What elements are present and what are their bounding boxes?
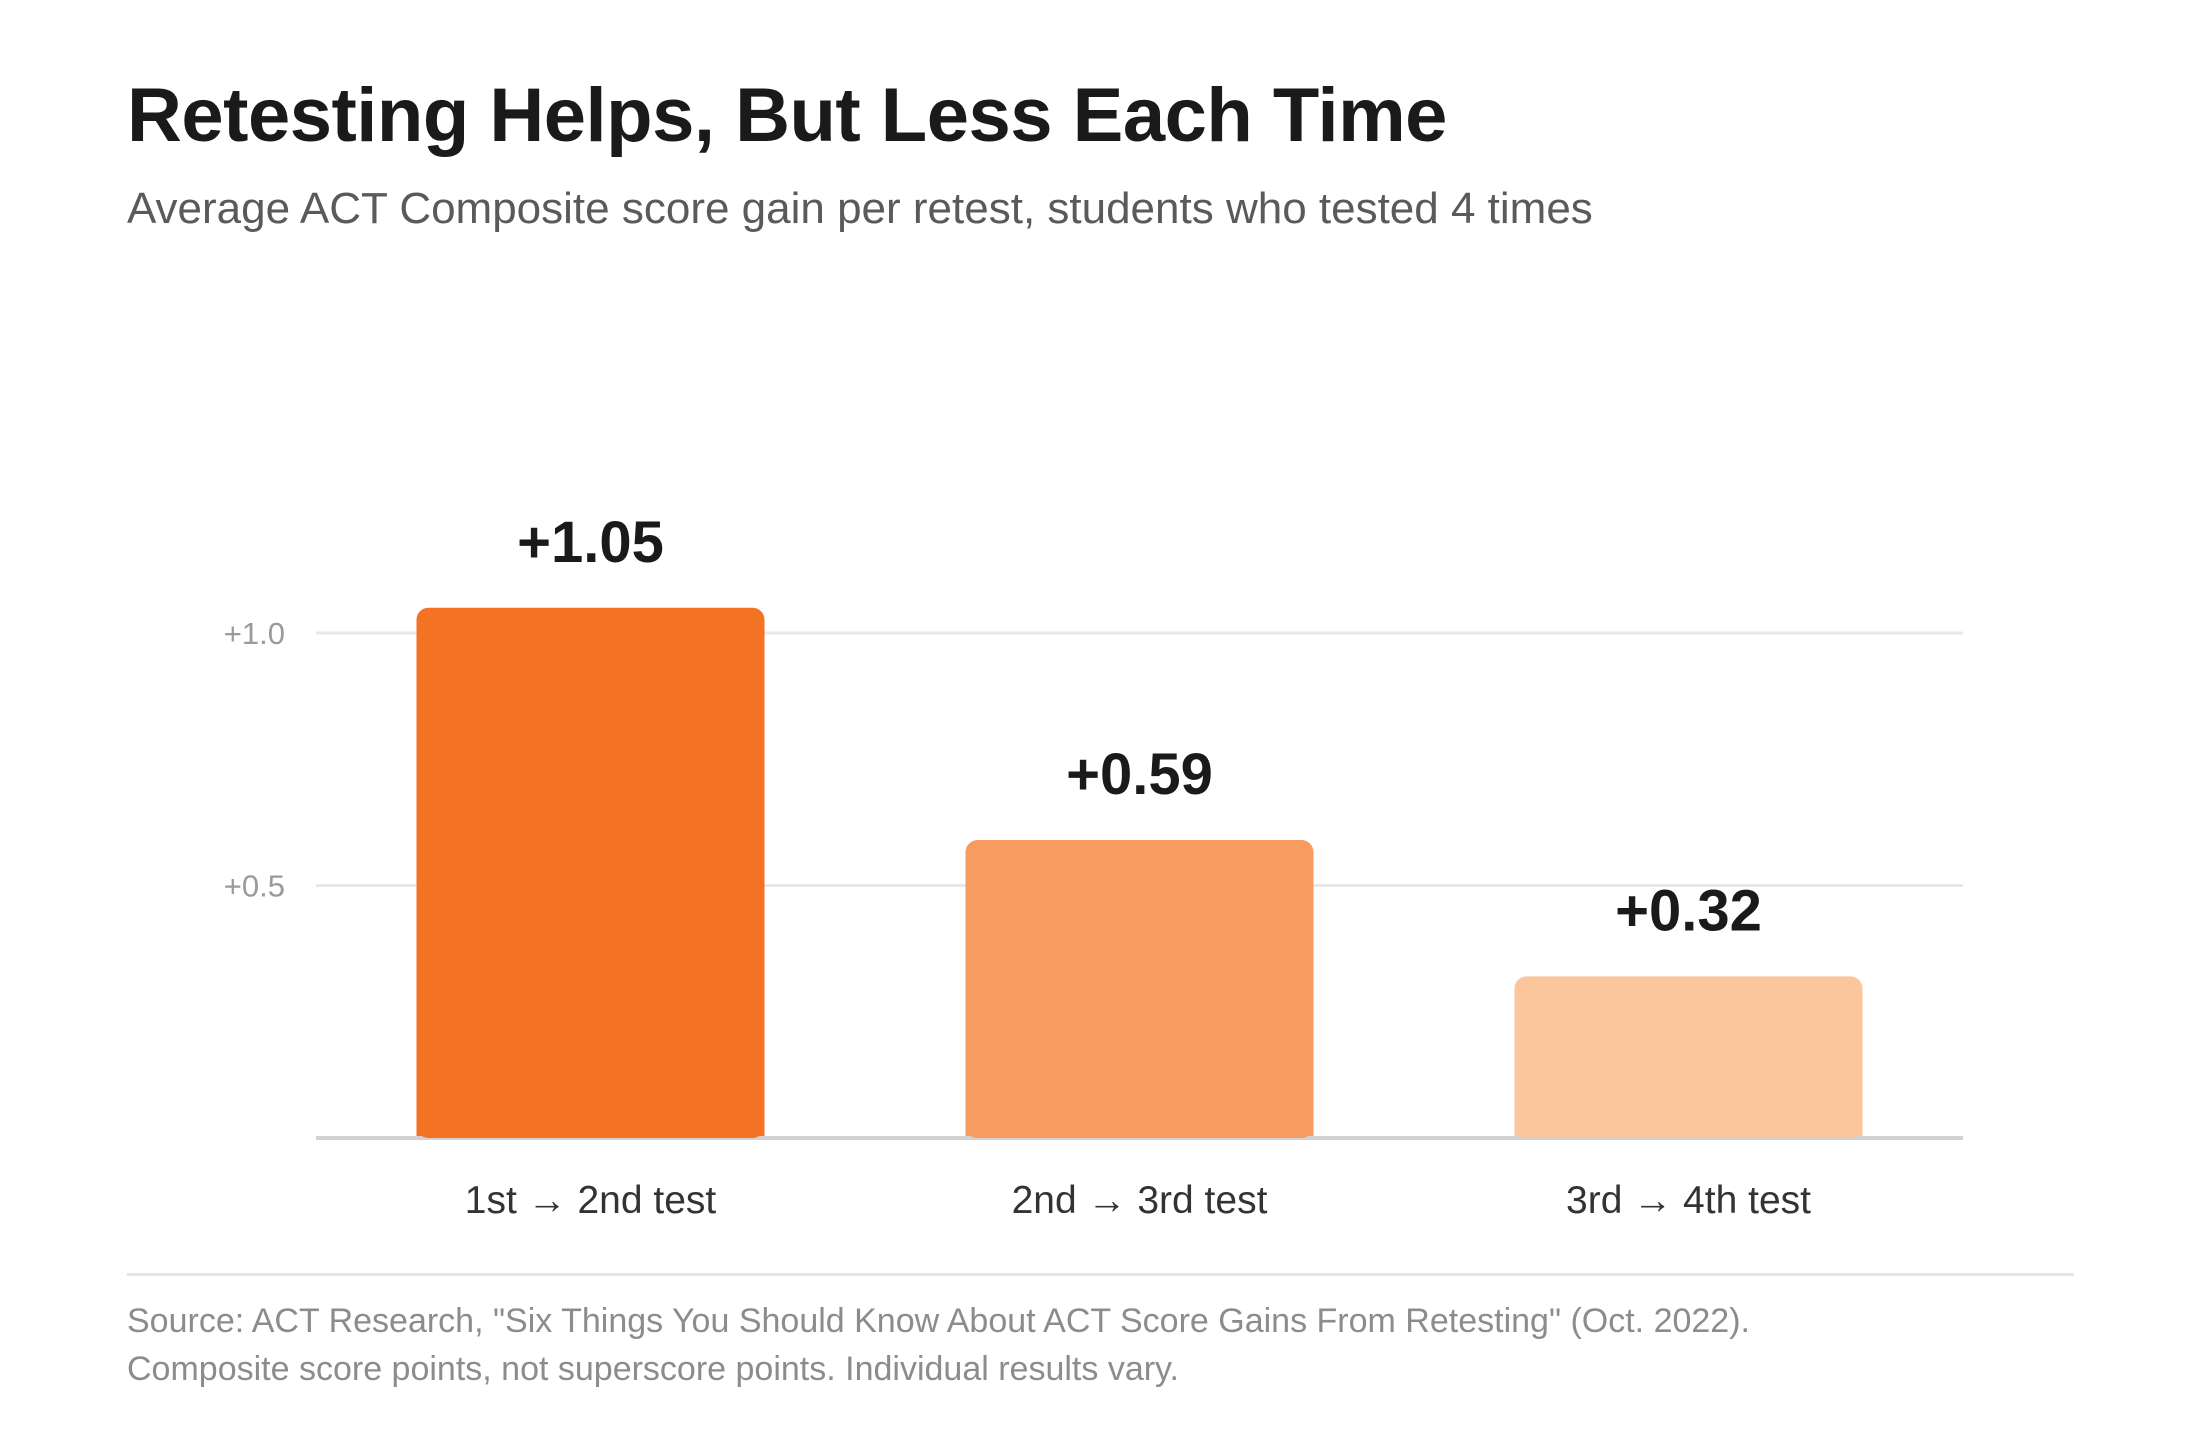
bars xyxy=(416,607,1863,1138)
source-note: Source: ACT Research, "Six Things You Sh… xyxy=(127,1302,1750,1340)
data-label: +0.59 xyxy=(1066,742,1213,807)
x-category-label: 1st → 2nd test xyxy=(465,1179,717,1222)
chart-subtitle: Average ACT Composite score gain per ret… xyxy=(127,184,1593,233)
composite-note: Composite score points, not superscore p… xyxy=(127,1350,1179,1388)
bar-base xyxy=(416,1124,765,1136)
bar xyxy=(965,840,1314,1138)
x-category-label: 2nd → 3rd test xyxy=(1012,1179,1268,1222)
data-label: +0.32 xyxy=(1615,878,1762,943)
y-axis-ticks: +0.5 +1.0 xyxy=(224,616,285,904)
bar xyxy=(1514,976,1863,1138)
data-label: +1.05 xyxy=(517,510,664,575)
footer-divider xyxy=(127,1273,2074,1276)
bar xyxy=(416,607,765,1138)
y-tick-label: +1.0 xyxy=(224,616,285,651)
footer: Source: ACT Research, "Six Things You Sh… xyxy=(127,1297,1750,1393)
data-labels: +1.05 +0.59 +0.32 xyxy=(517,510,1762,944)
bar-base xyxy=(965,1124,1314,1136)
chart-title: Retesting Helps, But Less Each Time xyxy=(127,73,1447,158)
y-tick-label: +0.5 xyxy=(224,869,285,904)
bar-base xyxy=(1514,1124,1863,1136)
x-category-label: 3rd → 4th test xyxy=(1566,1179,1811,1222)
x-axis-labels: 1st → 2nd test 2nd → 3rd test 3rd → 4th te… xyxy=(465,1179,1811,1222)
